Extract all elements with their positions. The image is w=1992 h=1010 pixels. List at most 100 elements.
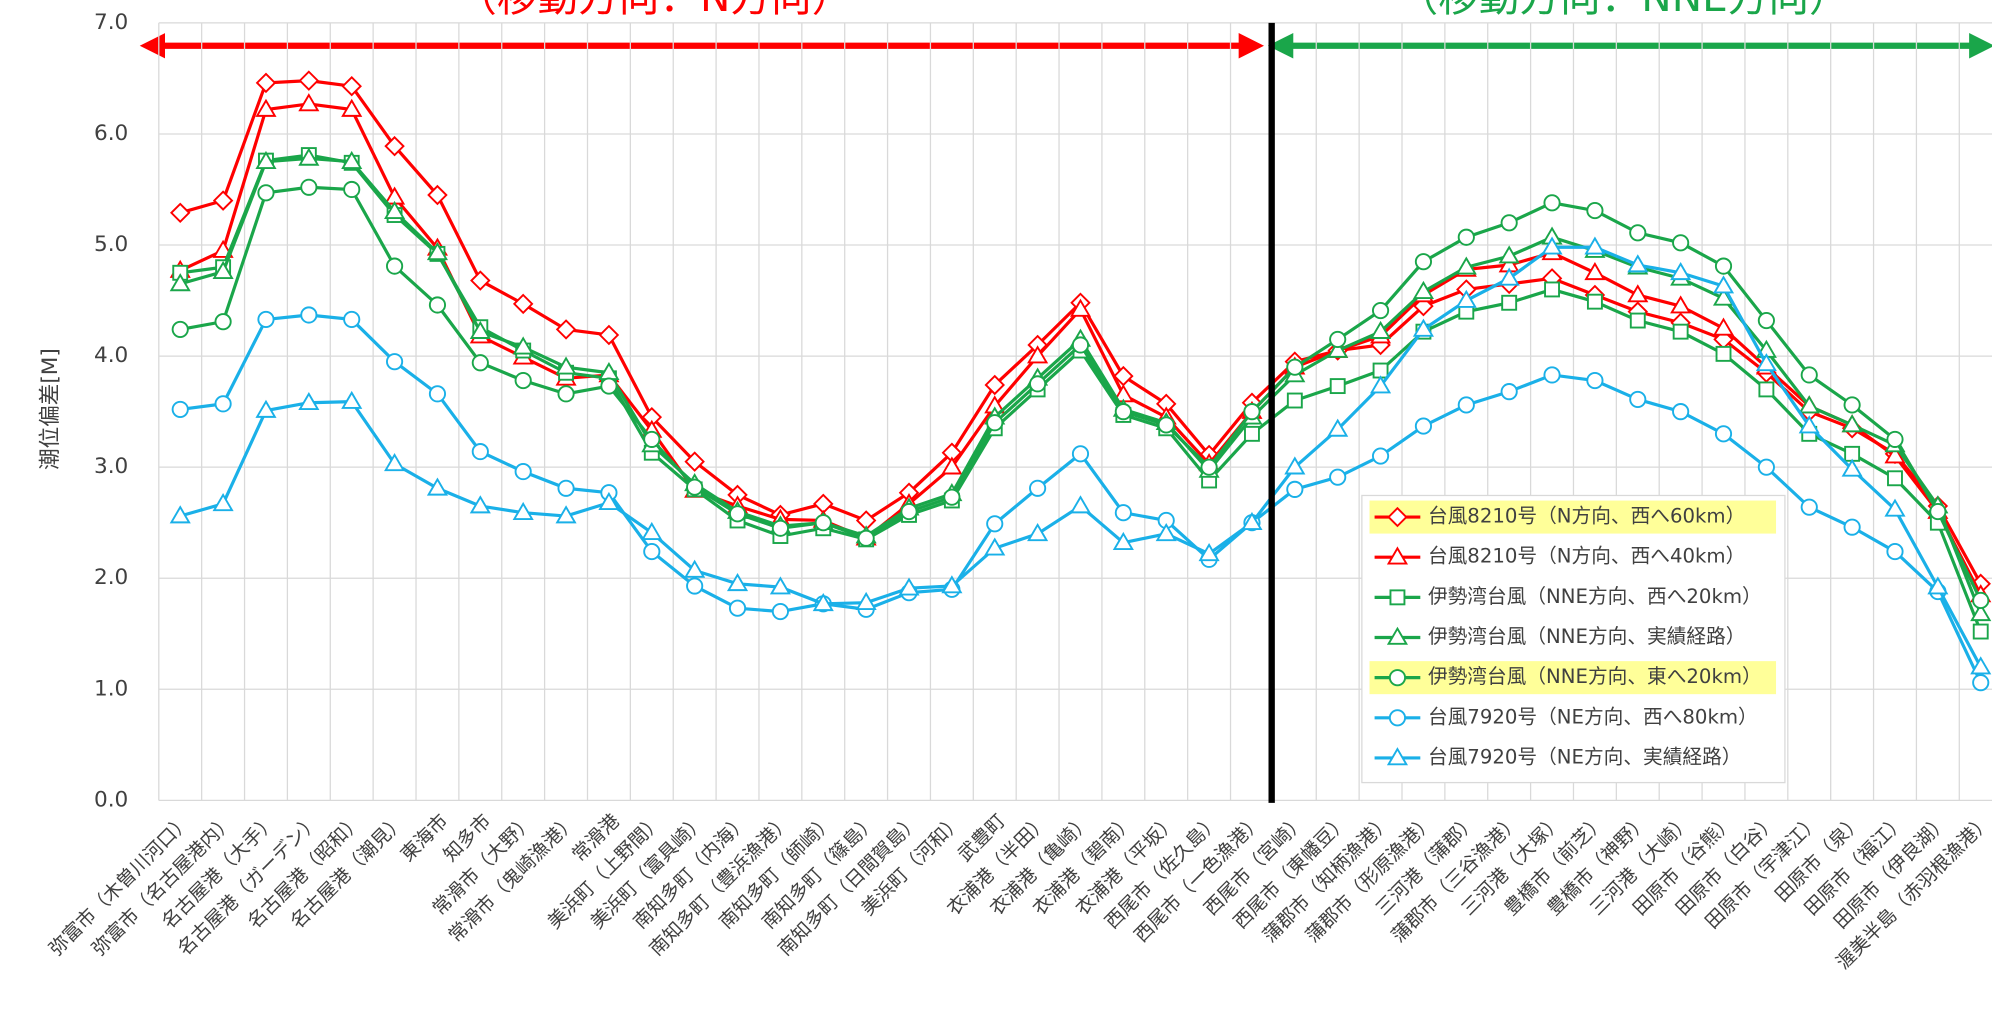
point <box>514 371 532 390</box>
y-axis-label: 潮位偏差[M] <box>38 348 63 470</box>
legend-label: 伊勢湾台風（NNE方向、東へ20km） <box>1428 665 1762 688</box>
point <box>1972 591 1990 610</box>
point <box>212 493 234 512</box>
point <box>986 515 1004 533</box>
point <box>684 451 705 472</box>
point <box>1584 236 1606 255</box>
point <box>512 501 534 521</box>
legend-highlight <box>1369 661 1777 695</box>
point <box>386 257 404 275</box>
point <box>384 453 406 472</box>
point <box>1455 256 1477 275</box>
point <box>341 98 363 117</box>
point <box>1886 542 1904 561</box>
point <box>255 72 277 94</box>
point <box>900 503 918 521</box>
point <box>171 320 189 339</box>
point <box>1029 479 1047 497</box>
point <box>1970 602 1992 622</box>
point <box>1071 336 1090 354</box>
point <box>771 519 789 537</box>
point <box>1714 425 1733 443</box>
point <box>1457 228 1475 246</box>
point <box>1412 280 1434 299</box>
point <box>1114 504 1132 522</box>
point <box>214 313 232 331</box>
x-tick-label: 東海市 <box>397 810 453 866</box>
point <box>1455 289 1477 308</box>
point <box>1712 317 1735 336</box>
point <box>1672 234 1690 252</box>
point <box>814 514 832 532</box>
point <box>1970 656 1992 675</box>
point <box>1714 257 1733 275</box>
point <box>169 273 191 292</box>
point <box>1284 456 1306 475</box>
point <box>643 430 661 448</box>
legend-marker <box>1386 747 1409 766</box>
point <box>1887 470 1903 487</box>
point <box>212 190 234 211</box>
point <box>470 270 491 291</box>
point <box>255 98 277 117</box>
point <box>641 521 663 540</box>
point <box>1798 395 1820 414</box>
point <box>1670 262 1692 281</box>
point <box>1244 425 1260 442</box>
y-tick-label: 6.0 <box>94 121 128 146</box>
point <box>1069 298 1092 317</box>
point <box>686 478 704 496</box>
point <box>1329 330 1347 349</box>
point <box>1627 284 1649 303</box>
point <box>941 456 963 475</box>
point <box>1629 224 1647 242</box>
point <box>598 324 620 346</box>
point <box>1370 320 1392 339</box>
legend-marker <box>1387 506 1408 528</box>
point <box>1843 396 1861 414</box>
plot-area <box>169 70 1992 692</box>
point <box>1672 403 1690 421</box>
point <box>1543 366 1561 384</box>
annotation: （移動方向：N方向） <box>456 0 852 21</box>
point <box>1243 403 1261 421</box>
legend-label: 伊勢湾台風（NNE方向、西へ20km） <box>1428 585 1762 608</box>
legend-marker <box>1388 709 1407 727</box>
point <box>728 599 747 617</box>
legend-marker <box>1386 546 1409 565</box>
point <box>1541 236 1563 255</box>
point <box>384 200 406 220</box>
point <box>1755 353 1777 372</box>
annotation: （移動方向：NNE方向） <box>1397 0 1849 21</box>
point <box>1500 214 1518 232</box>
point <box>984 374 1005 396</box>
point <box>1069 495 1092 514</box>
point <box>384 135 405 157</box>
point <box>1843 518 1861 536</box>
point <box>469 320 491 339</box>
point <box>555 356 577 375</box>
point <box>1884 498 1906 517</box>
point <box>257 184 275 202</box>
point <box>1371 301 1390 320</box>
point <box>1670 295 1692 314</box>
y-tick-label: 2.0 <box>94 565 128 590</box>
legend-label: 台風8210号（N方向、西へ40km） <box>1428 545 1745 568</box>
point <box>1241 511 1263 531</box>
point <box>514 463 532 481</box>
point <box>1457 396 1475 414</box>
point <box>214 395 232 413</box>
point <box>1286 392 1303 409</box>
point <box>1712 275 1735 294</box>
point <box>769 576 791 595</box>
point <box>298 391 320 411</box>
point <box>1114 403 1132 421</box>
point <box>684 559 706 578</box>
point <box>1758 381 1775 398</box>
point <box>512 336 534 355</box>
legend-box <box>1361 494 1786 784</box>
point <box>1543 194 1561 212</box>
y-tick-label: 5.0 <box>94 232 128 257</box>
y-tick-label: 0.0 <box>94 787 128 812</box>
point <box>1157 416 1175 434</box>
